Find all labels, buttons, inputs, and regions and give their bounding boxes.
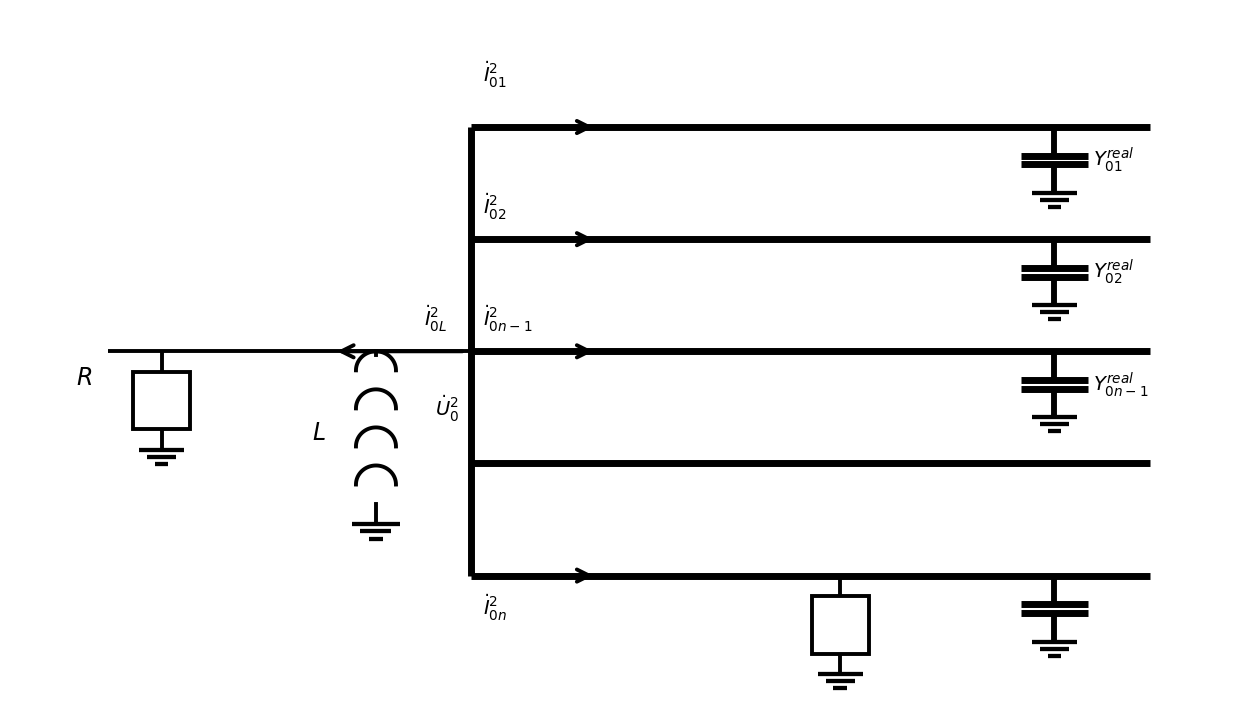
Text: $Y_{0n-1}^{real}$: $Y_{0n-1}^{real}$ <box>1092 370 1148 398</box>
Text: $Y_{01}^{real}$: $Y_{01}^{real}$ <box>1092 145 1133 174</box>
Text: L: L <box>312 421 325 445</box>
Text: $\dot{I}_{0n-1}^{2}$: $\dot{I}_{0n-1}^{2}$ <box>484 304 532 334</box>
Text: R: R <box>76 367 93 390</box>
Text: $\dot{I}_{02}^{2}$: $\dot{I}_{02}^{2}$ <box>484 192 507 222</box>
Text: $Y_{02}^{real}$: $Y_{02}^{real}$ <box>1092 258 1133 286</box>
Text: $\dot{I}_{01}^{2}$: $\dot{I}_{01}^{2}$ <box>484 59 507 90</box>
Bar <box>812 596 869 654</box>
Text: $\dot{U}_{0}^{2}$: $\dot{U}_{0}^{2}$ <box>435 394 460 424</box>
Text: $\dot{I}_{0L}^{2}$: $\dot{I}_{0L}^{2}$ <box>424 304 448 334</box>
Text: $\dot{I}_{0n}^{2}$: $\dot{I}_{0n}^{2}$ <box>484 593 507 623</box>
Bar <box>133 372 190 429</box>
